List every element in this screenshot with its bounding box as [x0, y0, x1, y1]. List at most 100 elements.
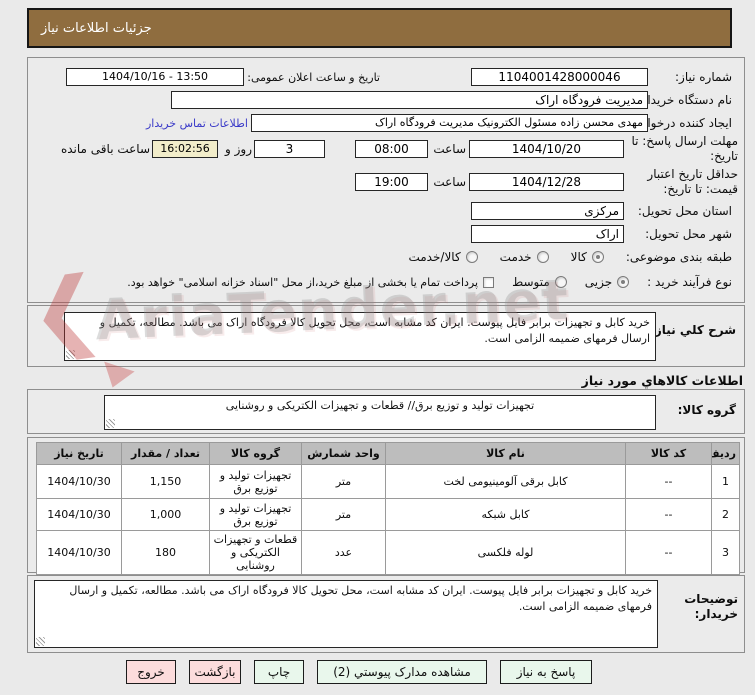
description-text: خرید کابل و تجهیزات برابر فایل پیوست. ای…: [99, 316, 650, 345]
creator-label: ایجاد کننده درخواست:: [621, 116, 732, 130]
cell-item-name: کابل شبکه: [385, 498, 626, 531]
radio-option-medium[interactable]: متوسط: [512, 275, 567, 289]
resize-grip-icon[interactable]: [106, 419, 115, 428]
cell-row-no: 1: [711, 464, 740, 499]
buyer-notes-textarea[interactable]: خرید کابل و تجهیزات برابر فایل پیوست. ای…: [34, 580, 658, 648]
table-row: 2 -- کابل شبکه متر تجهیزات تولید و توزیع…: [36, 498, 740, 531]
resize-grip-icon[interactable]: [36, 637, 45, 646]
goods-group-label: گروه کالا:: [677, 403, 736, 417]
classification-label: طبقه بندی موضوعی:: [625, 250, 732, 264]
radio-option-label: کالا: [570, 250, 587, 264]
classification-row: طبقه بندی موضوعی: کالا خدمت کالا/خدمت: [408, 250, 732, 264]
city-field[interactable]: اراک: [471, 225, 624, 243]
cell-quantity: 180: [121, 530, 210, 575]
radio-option-goods[interactable]: کالا: [571, 250, 604, 264]
radio-option-goods-service[interactable]: کالا/خدمت: [408, 250, 478, 264]
treasury-checkbox-item[interactable]: پرداخت تمام یا بخشی از مبلغ خرید،از محل …: [127, 275, 495, 289]
radio-option-label: کالا/خدمت: [408, 250, 461, 264]
col-header-item-code: کد کالا: [625, 442, 712, 465]
goods-group-textarea[interactable]: تجهیزات تولید و توزیع برق// قطعات و تجهی…: [104, 395, 656, 430]
cell-item-code: --: [625, 498, 712, 531]
cell-unit: عدد: [301, 530, 386, 575]
buyer-contact-link[interactable]: اطلاعات تماس خریدار: [146, 117, 248, 130]
buyer-org-label: نام دستگاه خریدار:: [637, 93, 733, 107]
cell-item-code: --: [625, 464, 712, 499]
cell-group: تجهیزات تولید و توزیع برق: [209, 464, 302, 499]
buyer-org-field[interactable]: مدیریت فرودگاه اراک: [171, 91, 648, 109]
col-header-item-name: نام کالا: [385, 442, 626, 465]
checkbox-icon[interactable]: [483, 276, 495, 288]
col-header-group: گروه کالا: [209, 442, 302, 465]
deadline-date-field[interactable]: 1404/10/20: [469, 140, 624, 158]
col-header-quantity: تعداد / مقدار: [121, 442, 210, 465]
time-remaining-field: 16:02:56: [152, 140, 218, 158]
cell-quantity: 1,150: [121, 464, 210, 499]
remaining-label: ساعت باقی مانده: [60, 142, 150, 156]
goods-group-text: تجهیزات تولید و توزیع برق// قطعات و تجهی…: [225, 399, 535, 412]
description-textarea[interactable]: خرید کابل و تجهیزات برابر فایل پیوست. ای…: [64, 312, 656, 361]
footer-button-row: پاسخ به نیاز مشاهده مدارک پیوستي (2) چاپ…: [126, 660, 592, 684]
cell-quantity: 1,000: [121, 498, 210, 531]
col-header-row-no: ردیف: [711, 442, 740, 465]
description-label: شرح کلي نیاز:: [650, 323, 736, 337]
buyer-notes-panel: توضیحات خریدار: خرید کابل و تجهیزات براب…: [27, 575, 745, 653]
radio-icon[interactable]: [617, 276, 630, 288]
city-label: شهر محل تحویل:: [645, 227, 732, 241]
process-type-label: نوع فرآیند خرید :: [647, 275, 732, 289]
resize-grip-icon[interactable]: [66, 350, 75, 359]
treasury-checkbox-label: پرداخت تمام یا بخشی از مبلغ خرید،از محل …: [127, 275, 479, 289]
goods-table-panel: ردیف کد کالا نام کالا واحد شمارش گروه کا…: [27, 437, 745, 575]
radio-icon[interactable]: [536, 251, 549, 263]
main-form-panel: شماره نیاز: 1104001428000046 تاریخ و ساع…: [27, 57, 745, 303]
cell-item-code: --: [625, 530, 712, 575]
buyer-notes-text: خرید کابل و تجهیزات برابر فایل پیوست. ای…: [69, 584, 652, 613]
price-validity-hour-label: ساعت: [433, 175, 466, 189]
cell-item-name: لوله فلکسی: [385, 530, 626, 575]
cell-need-date: 1404/10/30: [36, 464, 122, 499]
deadline-time-field[interactable]: 08:00: [355, 140, 428, 158]
goods-section-heading: اطلاعات کالاهاي مورد نیاز: [581, 373, 743, 388]
process-type-row: نوع فرآیند خرید : جزیی متوسط پرداخت تمام…: [127, 275, 732, 289]
table-header-row: ردیف کد کالا نام کالا واحد شمارش گروه کا…: [36, 442, 740, 465]
days-left-field[interactable]: 3: [254, 140, 325, 158]
radio-option-label: خدمت: [499, 250, 532, 264]
announce-datetime-label: تاریخ و ساعت اعلان عمومی:: [247, 71, 380, 84]
days-label: روز و: [225, 142, 252, 156]
radio-icon[interactable]: [554, 276, 567, 288]
deadline-hour-label: ساعت: [433, 142, 466, 156]
province-field[interactable]: مرکزی: [471, 202, 624, 220]
print-button[interactable]: چاپ: [254, 660, 304, 684]
creator-field[interactable]: مهدی محسن زاده مسئول الکترونیک مدیریت فر…: [251, 114, 648, 132]
buyer-notes-label: توضیحات خریدار:: [684, 592, 738, 621]
radio-option-minor[interactable]: جزیی: [584, 275, 630, 289]
description-panel: شرح کلي نیاز: خرید کابل و تجهیزات برابر …: [27, 305, 745, 367]
price-validity-label: حداقل تاریخ اعتبار قیمت: تا تاریخ:: [647, 167, 738, 196]
need-number-label: شماره نیاز:: [675, 70, 732, 84]
back-button[interactable]: بازگشت: [189, 660, 241, 684]
cell-row-no: 2: [711, 498, 740, 531]
price-validity-time-field[interactable]: 19:00: [355, 173, 428, 191]
cell-unit: متر: [301, 498, 386, 531]
radio-icon[interactable]: [591, 251, 604, 263]
cell-group: تجهیزات تولید و توزیع برق: [209, 498, 302, 531]
announce-datetime-field[interactable]: 1404/10/16 - 13:50: [66, 68, 244, 86]
view-docs-button[interactable]: مشاهده مدارک پیوستي (2): [317, 660, 487, 684]
exit-button[interactable]: خروج: [126, 660, 176, 684]
radio-icon[interactable]: [465, 251, 478, 263]
cell-need-date: 1404/10/30: [36, 498, 122, 531]
col-header-unit: واحد شمارش: [301, 442, 386, 465]
table-row: 1 -- کابل برقی آلومینیومی لخت متر تجهیزا…: [36, 464, 740, 499]
radio-option-label: متوسط: [512, 275, 550, 289]
cell-group: قطعات و تجهیزات الکتریکی و روشنایی: [209, 530, 302, 575]
respond-button[interactable]: پاسخ به نیاز: [500, 660, 592, 684]
need-number-field[interactable]: 1104001428000046: [471, 68, 648, 86]
goods-group-panel: گروه کالا: تجهیزات تولید و توزیع برق// ق…: [27, 389, 745, 434]
radio-option-label: جزیی: [584, 275, 613, 289]
deadline-label: مهلت ارسال پاسخ: تا تاریخ:: [631, 134, 738, 163]
price-validity-date-field[interactable]: 1404/12/28: [469, 173, 624, 191]
cell-need-date: 1404/10/30: [36, 530, 122, 575]
cell-row-no: 3: [711, 530, 740, 575]
goods-table: ردیف کد کالا نام کالا واحد شمارش گروه کا…: [36, 442, 740, 575]
radio-option-service[interactable]: خدمت: [500, 250, 549, 264]
